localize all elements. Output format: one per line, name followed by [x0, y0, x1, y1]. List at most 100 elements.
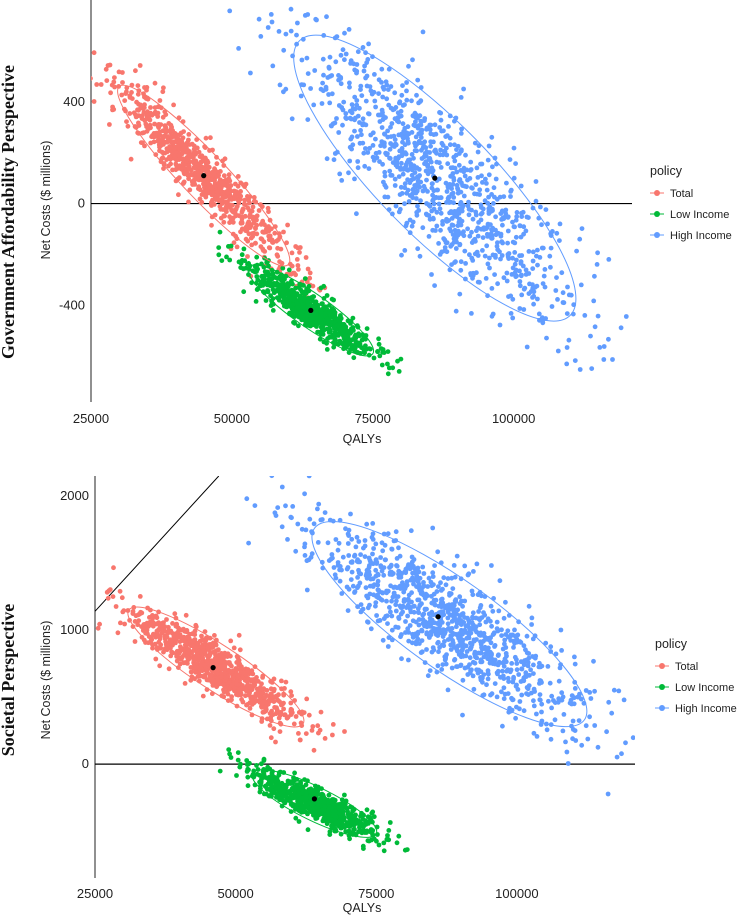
data-point	[371, 814, 377, 820]
data-point	[530, 295, 535, 300]
data-point	[188, 167, 194, 173]
data-point	[518, 234, 524, 240]
data-point	[298, 314, 303, 320]
data-point	[215, 647, 221, 653]
data-point	[431, 597, 437, 603]
data-point	[587, 690, 593, 695]
data-point	[394, 840, 400, 846]
data-point	[360, 45, 366, 50]
data-point	[381, 848, 387, 854]
data-point	[495, 230, 501, 236]
data-point	[223, 204, 229, 210]
data-point	[187, 187, 193, 193]
data-point	[174, 157, 179, 163]
data-point	[169, 649, 175, 655]
data-point	[214, 174, 220, 180]
data-point	[176, 152, 182, 158]
data-point	[409, 599, 414, 605]
data-point	[382, 143, 387, 149]
data-point	[251, 230, 257, 236]
data-point	[406, 630, 411, 635]
data-point	[230, 215, 236, 221]
threshold-line	[95, 476, 220, 612]
legend-key-dot	[654, 232, 660, 238]
data-point	[380, 161, 385, 167]
x-tick-label: 75000	[355, 411, 391, 426]
data-point	[462, 615, 467, 620]
data-point	[523, 674, 529, 679]
data-point	[312, 302, 317, 308]
data-point	[495, 281, 500, 287]
x-tick-label: 100000	[495, 886, 538, 901]
x-tick-label: 25000	[77, 886, 113, 901]
data-point	[458, 131, 464, 136]
data-point	[303, 527, 309, 533]
data-point	[294, 32, 299, 38]
data-point	[244, 688, 249, 694]
data-point	[275, 505, 281, 510]
data-point	[393, 602, 399, 608]
data-point	[358, 571, 364, 577]
data-point	[556, 678, 562, 684]
data-point	[521, 708, 527, 714]
data-point	[344, 820, 350, 825]
data-point	[133, 68, 138, 74]
data-point	[319, 559, 325, 565]
data-point	[583, 688, 589, 693]
data-point	[447, 142, 453, 148]
data-point	[183, 640, 189, 646]
data-point	[422, 151, 428, 156]
data-point	[470, 258, 476, 263]
data-point	[430, 574, 436, 579]
data-point	[437, 125, 443, 130]
data-point	[245, 774, 251, 780]
data-point	[471, 686, 477, 692]
data-point	[592, 273, 597, 279]
data-point	[289, 263, 295, 269]
data-point	[453, 631, 459, 637]
data-point	[387, 146, 393, 152]
data-point	[402, 597, 407, 602]
data-point	[296, 267, 301, 272]
data-point	[563, 739, 568, 745]
data-point	[349, 569, 355, 575]
data-point	[296, 731, 301, 736]
data-point	[387, 168, 393, 174]
data-point	[160, 89, 166, 95]
data-point	[339, 825, 344, 831]
confidence-ellipse-low-income	[247, 264, 375, 357]
data-point	[446, 124, 451, 129]
data-point	[362, 830, 368, 835]
data-point	[335, 560, 341, 565]
data-point	[505, 240, 510, 246]
data-point	[352, 128, 357, 134]
data-point	[519, 210, 524, 216]
data-point	[346, 170, 351, 176]
data-point	[376, 336, 381, 342]
data-point	[431, 201, 437, 207]
data-point	[405, 613, 410, 619]
data-point	[456, 162, 462, 168]
data-point	[497, 578, 503, 584]
data-point	[222, 662, 228, 668]
data-point	[588, 333, 593, 339]
data-point	[481, 692, 487, 698]
data-point	[551, 698, 556, 703]
data-point	[489, 313, 495, 319]
data-point	[230, 675, 236, 681]
data-point	[360, 116, 366, 122]
data-point	[508, 638, 514, 643]
data-point	[512, 250, 518, 255]
x-tick-label: 100000	[492, 411, 535, 426]
data-point	[543, 207, 549, 213]
data-point	[399, 656, 404, 662]
data-point	[221, 173, 227, 179]
data-point	[389, 598, 394, 604]
data-point	[295, 305, 301, 311]
data-point	[333, 575, 339, 581]
data-point	[611, 687, 617, 693]
data-point	[374, 155, 380, 161]
data-point	[239, 209, 245, 215]
data-point	[394, 598, 399, 604]
data-point	[414, 575, 420, 581]
